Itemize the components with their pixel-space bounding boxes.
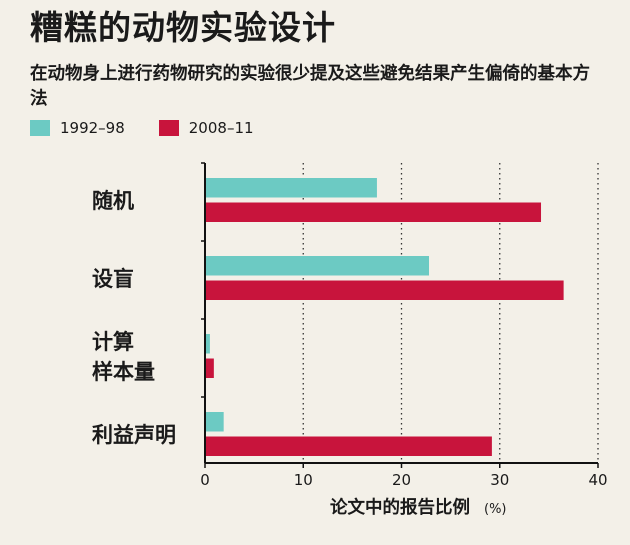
category-label-1: 设盲 — [92, 267, 134, 291]
bar-2008-11-0 — [205, 202, 542, 222]
legend-label-1992-98: 1992–98 — [60, 119, 125, 137]
category-label-0: 随机 — [92, 189, 134, 213]
bar-1992-98-3 — [205, 412, 224, 432]
category-label-2-line0: 计算 — [92, 330, 134, 354]
bar-1992-98-0 — [205, 178, 377, 198]
category-label-2-line1: 样本量 — [92, 360, 155, 384]
x-tick-label-0: 0 — [200, 471, 210, 489]
legend: 1992–98 2008–11 — [30, 118, 288, 138]
x-tick-label-10: 10 — [294, 471, 313, 489]
category-label-3: 利益声明 — [92, 423, 176, 447]
x-tick-label-40: 40 — [588, 471, 607, 489]
legend-item-2008-11: 2008–11 — [158, 119, 254, 137]
bar-2008-11-2 — [205, 358, 214, 378]
x-axis-unit: (%) — [484, 502, 507, 517]
chart-subtitle: 在动物身上进行药物研究的实验很少提及这些避免结果产生偏倚的基本方法 — [30, 64, 590, 109]
bar-2008-11-3 — [205, 436, 492, 456]
bar-1992-98-2 — [205, 334, 210, 354]
chart-title: 糟糕的动物实验设计 — [30, 8, 336, 47]
x-tick-label-30: 30 — [490, 471, 509, 489]
bar-1992-98-1 — [205, 256, 430, 276]
x-tick-label-20: 20 — [392, 471, 411, 489]
legend-label-2008-11: 2008–11 — [188, 119, 254, 137]
bar-2008-11-1 — [205, 280, 564, 300]
legend-item-1992-98: 1992–98 — [30, 119, 125, 137]
x-axis-title: 论文中的报告比例 — [330, 497, 470, 518]
legend-swatch-2008-11 — [158, 120, 179, 136]
legend-swatch-1992-98 — [30, 120, 50, 136]
